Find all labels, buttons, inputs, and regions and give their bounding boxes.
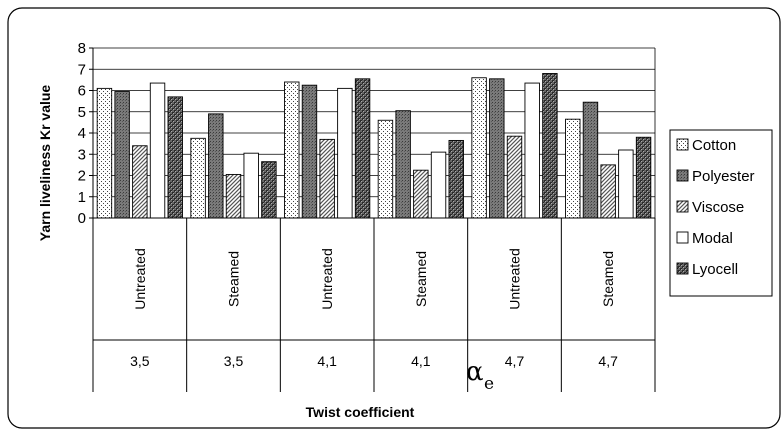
legend-label-cotton: Cotton — [692, 137, 736, 154]
bar-lyocell-5 — [542, 73, 558, 219]
category-label: Untreated — [319, 248, 335, 309]
y-tick-label: 1 — [78, 189, 86, 206]
bar-lyocell-6 — [635, 136, 652, 219]
bar-lyocell-4 — [448, 139, 464, 219]
category-label: Steamed — [600, 251, 616, 307]
bar-cotton-2 — [190, 137, 206, 219]
legend-swatch-polyester — [676, 169, 689, 182]
y-axis-title: Yarn liveliness Kr value — [37, 85, 53, 242]
bar-cotton-4 — [377, 119, 394, 219]
y-tick-label: 3 — [78, 146, 86, 163]
category-label: Untreated — [507, 248, 523, 309]
legend-swatch-cotton — [676, 138, 689, 151]
y-tick-label: 4 — [78, 125, 86, 142]
bar-polyester-3 — [301, 84, 318, 219]
bar-cotton-5 — [471, 77, 487, 219]
y-tick-label: 0 — [78, 210, 86, 227]
legend-label-modal: Modal — [692, 230, 733, 247]
group-label: 3,5 — [224, 353, 244, 369]
legend-label-viscose: Viscose — [692, 199, 744, 216]
bar-viscose-6 — [600, 164, 616, 219]
y-tick-label: 5 — [78, 104, 86, 121]
bar-cotton-1 — [96, 87, 113, 219]
bar-viscose-4 — [413, 169, 429, 219]
bar-cotton-3 — [284, 81, 300, 219]
group-label: 3,5 — [130, 353, 150, 369]
bar-lyocell-1 — [167, 96, 183, 219]
y-tick-label: 7 — [78, 61, 86, 78]
bar-viscose-5 — [506, 135, 523, 219]
axis-labels: 0 1 2 3 4 5 6 7 8 Untreated 3,5 Steamed 3,5 Untreated… — [78, 40, 618, 369]
group-label: 4,1 — [411, 353, 431, 369]
bar-lyocell-2 — [261, 161, 277, 219]
category-label: Untreated — [132, 248, 148, 309]
bar-lyocell-3 — [354, 78, 371, 219]
y-tick-label: 8 — [78, 40, 86, 57]
legend-label-lyocell: Lyocell — [692, 261, 738, 278]
x-axis-title: Twist coefficient — [306, 404, 415, 420]
bar-modal-2 — [243, 152, 259, 219]
bar-viscose-1 — [132, 145, 148, 219]
legend: Cotton Polyester Viscose Modal Lyocell — [669, 129, 773, 297]
bar-modal-4 — [430, 151, 447, 219]
alpha-subscript: e — [484, 374, 494, 394]
bar-cotton-6 — [565, 118, 581, 219]
bar-modal-3 — [337, 87, 353, 219]
bar-polyester-2 — [208, 113, 224, 219]
legend-label-polyester: Polyester — [692, 168, 755, 185]
group-label: 4,7 — [598, 353, 618, 369]
bar-viscose-2 — [225, 173, 242, 219]
bar-polyester-6 — [582, 101, 599, 219]
y-tick-label: 6 — [78, 83, 86, 100]
bar-modal-1 — [149, 82, 166, 219]
bar-polyester-1 — [114, 91, 130, 219]
category-label: Steamed — [413, 251, 429, 307]
legend-swatch-viscose — [676, 200, 689, 213]
axes — [89, 47, 656, 392]
bar-polyester-5 — [489, 78, 505, 219]
bar-viscose-3 — [319, 138, 335, 219]
gridlines — [93, 47, 655, 198]
y-tick-label: 2 — [78, 168, 86, 185]
category-label: Steamed — [226, 251, 242, 307]
legend-swatch-modal — [676, 231, 689, 244]
legend-swatch-lyocell — [676, 262, 689, 275]
group-label: 4,1 — [317, 353, 337, 369]
bar-polyester-4 — [395, 110, 411, 219]
group-label: 4,7 — [505, 353, 525, 369]
alpha-symbol: α — [466, 357, 484, 387]
bar-modal-6 — [618, 149, 634, 219]
bar-modal-5 — [524, 82, 540, 219]
